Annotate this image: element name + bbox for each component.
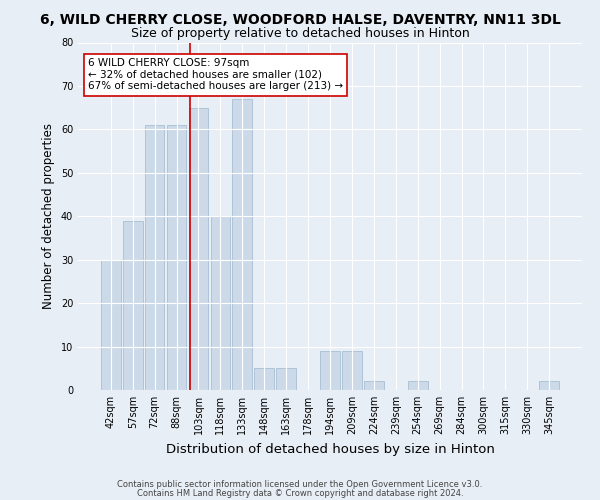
Bar xyxy=(539,382,559,390)
Y-axis label: Number of detached properties: Number of detached properties xyxy=(42,123,55,309)
Bar xyxy=(232,99,252,390)
Bar xyxy=(188,108,208,390)
Text: Contains HM Land Registry data © Crown copyright and database right 2024.: Contains HM Land Registry data © Crown c… xyxy=(137,488,463,498)
Bar xyxy=(101,260,121,390)
Text: Contains public sector information licensed under the Open Government Licence v3: Contains public sector information licen… xyxy=(118,480,482,489)
Text: Size of property relative to detached houses in Hinton: Size of property relative to detached ho… xyxy=(131,28,469,40)
X-axis label: Distribution of detached houses by size in Hinton: Distribution of detached houses by size … xyxy=(166,442,494,456)
Bar xyxy=(342,351,362,390)
Bar xyxy=(276,368,296,390)
Bar xyxy=(211,216,230,390)
Text: 6, WILD CHERRY CLOSE, WOODFORD HALSE, DAVENTRY, NN11 3DL: 6, WILD CHERRY CLOSE, WOODFORD HALSE, DA… xyxy=(40,12,560,26)
Bar xyxy=(408,382,428,390)
Text: 6 WILD CHERRY CLOSE: 97sqm
← 32% of detached houses are smaller (102)
67% of sem: 6 WILD CHERRY CLOSE: 97sqm ← 32% of deta… xyxy=(88,58,343,92)
Bar xyxy=(364,382,384,390)
Bar xyxy=(145,125,164,390)
Bar xyxy=(123,220,143,390)
Bar xyxy=(254,368,274,390)
Bar xyxy=(167,125,187,390)
Bar xyxy=(320,351,340,390)
